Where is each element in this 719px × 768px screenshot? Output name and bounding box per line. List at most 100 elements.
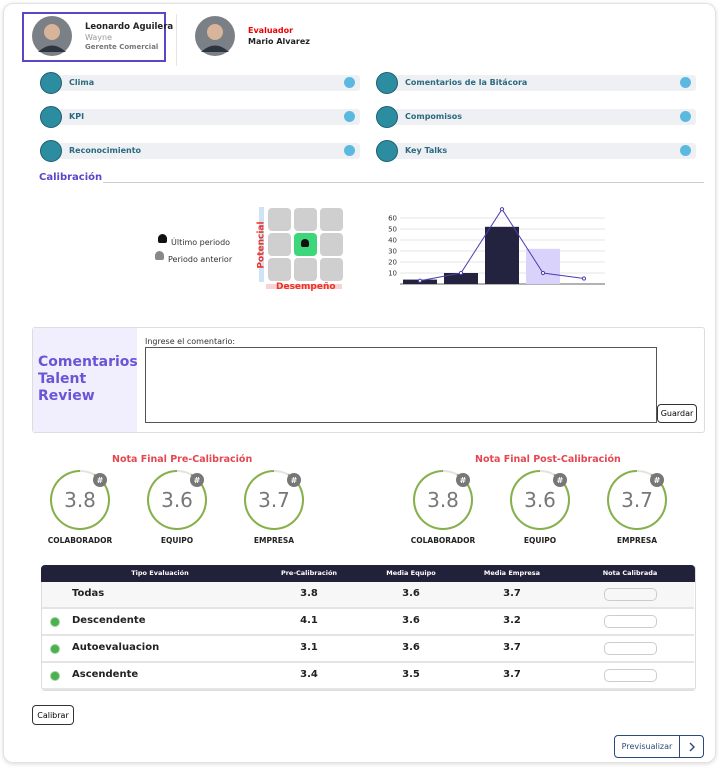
matrix-cell[interactable] xyxy=(320,233,343,256)
matrix-cell[interactable] xyxy=(268,258,291,281)
badge xyxy=(650,473,664,487)
avatar xyxy=(32,16,72,56)
section-bar[interactable] xyxy=(386,109,696,125)
score-label: EQUIPO xyxy=(523,536,557,545)
cell-value: 3.4 xyxy=(300,669,318,680)
card xyxy=(3,3,716,763)
section-bar[interactable] xyxy=(50,143,360,159)
section-icon xyxy=(40,140,62,162)
cell-value: 3.7 xyxy=(503,669,521,680)
score-ring: 3.6# xyxy=(147,470,208,530)
line-point xyxy=(581,276,587,281)
matrix-y-label: Potencial xyxy=(256,221,267,269)
ring-arc xyxy=(607,470,668,530)
line-point xyxy=(499,207,505,212)
score-ring: 3.7# xyxy=(607,470,668,530)
section-bar[interactable] xyxy=(386,75,696,91)
y-tick-label: 60 xyxy=(388,215,397,223)
ring-arc xyxy=(413,470,474,530)
preview-button[interactable]: Previsualizar xyxy=(614,735,680,758)
badge-text: # xyxy=(460,476,467,485)
employee-name: Leonardo Aguilera xyxy=(85,22,174,32)
chevron xyxy=(689,742,695,751)
score-label: EQUIPO xyxy=(160,536,194,545)
column-header: Media Empresa xyxy=(483,569,541,577)
cell-value: 3.1 xyxy=(300,642,318,653)
calibrated-input[interactable] xyxy=(604,669,657,682)
matrix-cell[interactable] xyxy=(294,208,317,231)
matrix-cell[interactable] xyxy=(320,208,343,231)
ring-arc xyxy=(244,470,305,530)
section-label: Key Talks xyxy=(405,146,448,155)
section-label: Reconocimiento xyxy=(69,146,142,155)
save-button[interactable]: Guardar xyxy=(657,404,697,423)
expand-icon[interactable] xyxy=(50,644,60,654)
chevron-path xyxy=(689,742,695,751)
score-label: EMPRESA xyxy=(616,536,658,545)
matrix-cell[interactable] xyxy=(268,208,291,231)
score-label: EMPRESA xyxy=(253,536,295,545)
badge-text: # xyxy=(291,476,298,485)
section-icon xyxy=(376,106,398,128)
bar xyxy=(485,226,519,284)
calibrated-input[interactable] xyxy=(604,642,657,655)
section-label: Compomisos xyxy=(405,112,463,121)
legend-icon xyxy=(158,234,167,243)
badge xyxy=(553,473,567,487)
expand-icon[interactable] xyxy=(50,617,60,627)
line-point xyxy=(458,270,464,276)
row-label: Ascendente xyxy=(72,669,139,680)
cell-value: 3.5 xyxy=(402,669,420,680)
cell-value: 4.1 xyxy=(300,615,318,626)
calibrated-input[interactable] xyxy=(604,615,657,628)
y-tick-label: 30 xyxy=(388,248,397,256)
score-value: 3.7 xyxy=(258,488,290,512)
legend-icon xyxy=(155,251,164,260)
badge-text: # xyxy=(194,476,201,485)
comments-side xyxy=(33,328,137,432)
matrix-cell[interactable] xyxy=(268,233,291,256)
legend-label: Periodo anterior xyxy=(168,255,233,264)
column-header: Tipo Evaluación xyxy=(131,569,189,577)
cell-value: 3.6 xyxy=(402,642,420,653)
ring-arc xyxy=(510,470,571,530)
expand-icon[interactable] xyxy=(50,671,60,681)
matrix-cell[interactable] xyxy=(320,258,343,281)
score-value: 3.7 xyxy=(621,488,653,512)
section-label: Clima xyxy=(69,78,95,87)
table-row xyxy=(42,636,694,663)
section-toggle[interactable] xyxy=(680,145,691,156)
row-label: Todas xyxy=(72,588,105,599)
calibrated-input[interactable] xyxy=(604,588,657,601)
column-header: Nota Calibrada xyxy=(602,569,658,577)
matrix-cell[interactable] xyxy=(294,258,317,281)
badge xyxy=(93,473,107,487)
section-label: KPI xyxy=(69,112,85,121)
section-bar[interactable] xyxy=(50,109,360,125)
section-toggle[interactable] xyxy=(344,77,355,88)
section-toggle[interactable] xyxy=(344,145,355,156)
table-header xyxy=(41,565,695,582)
ring-arc xyxy=(50,470,111,530)
avatar-head xyxy=(44,24,60,40)
score-ring: 3.8# xyxy=(50,470,111,530)
score-ring: 3.7# xyxy=(244,470,305,530)
comment-input[interactable] xyxy=(145,347,657,423)
score-label: COLABORADOR xyxy=(410,536,476,545)
section-icon xyxy=(40,72,62,94)
badge xyxy=(287,473,301,487)
next-button[interactable] xyxy=(679,735,704,758)
bar xyxy=(444,273,478,284)
section-toggle[interactable] xyxy=(680,111,691,122)
avatar-body xyxy=(201,45,229,52)
axis-bar xyxy=(259,207,264,282)
row-label: Descendente xyxy=(72,615,146,626)
section-toggle[interactable] xyxy=(680,77,691,88)
section-bar[interactable] xyxy=(50,75,360,91)
y-tick-label: 40 xyxy=(388,237,397,245)
calibrate-button[interactable]: Calibrar xyxy=(32,705,74,725)
section-bar[interactable] xyxy=(386,143,696,159)
matrix-x-label: Desempeño xyxy=(276,282,336,292)
section-toggle[interactable] xyxy=(344,111,355,122)
